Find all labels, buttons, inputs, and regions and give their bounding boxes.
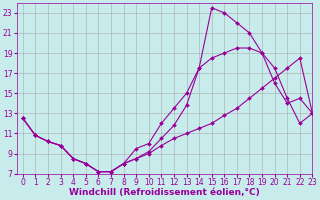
X-axis label: Windchill (Refroidissement éolien,°C): Windchill (Refroidissement éolien,°C) <box>69 188 260 197</box>
